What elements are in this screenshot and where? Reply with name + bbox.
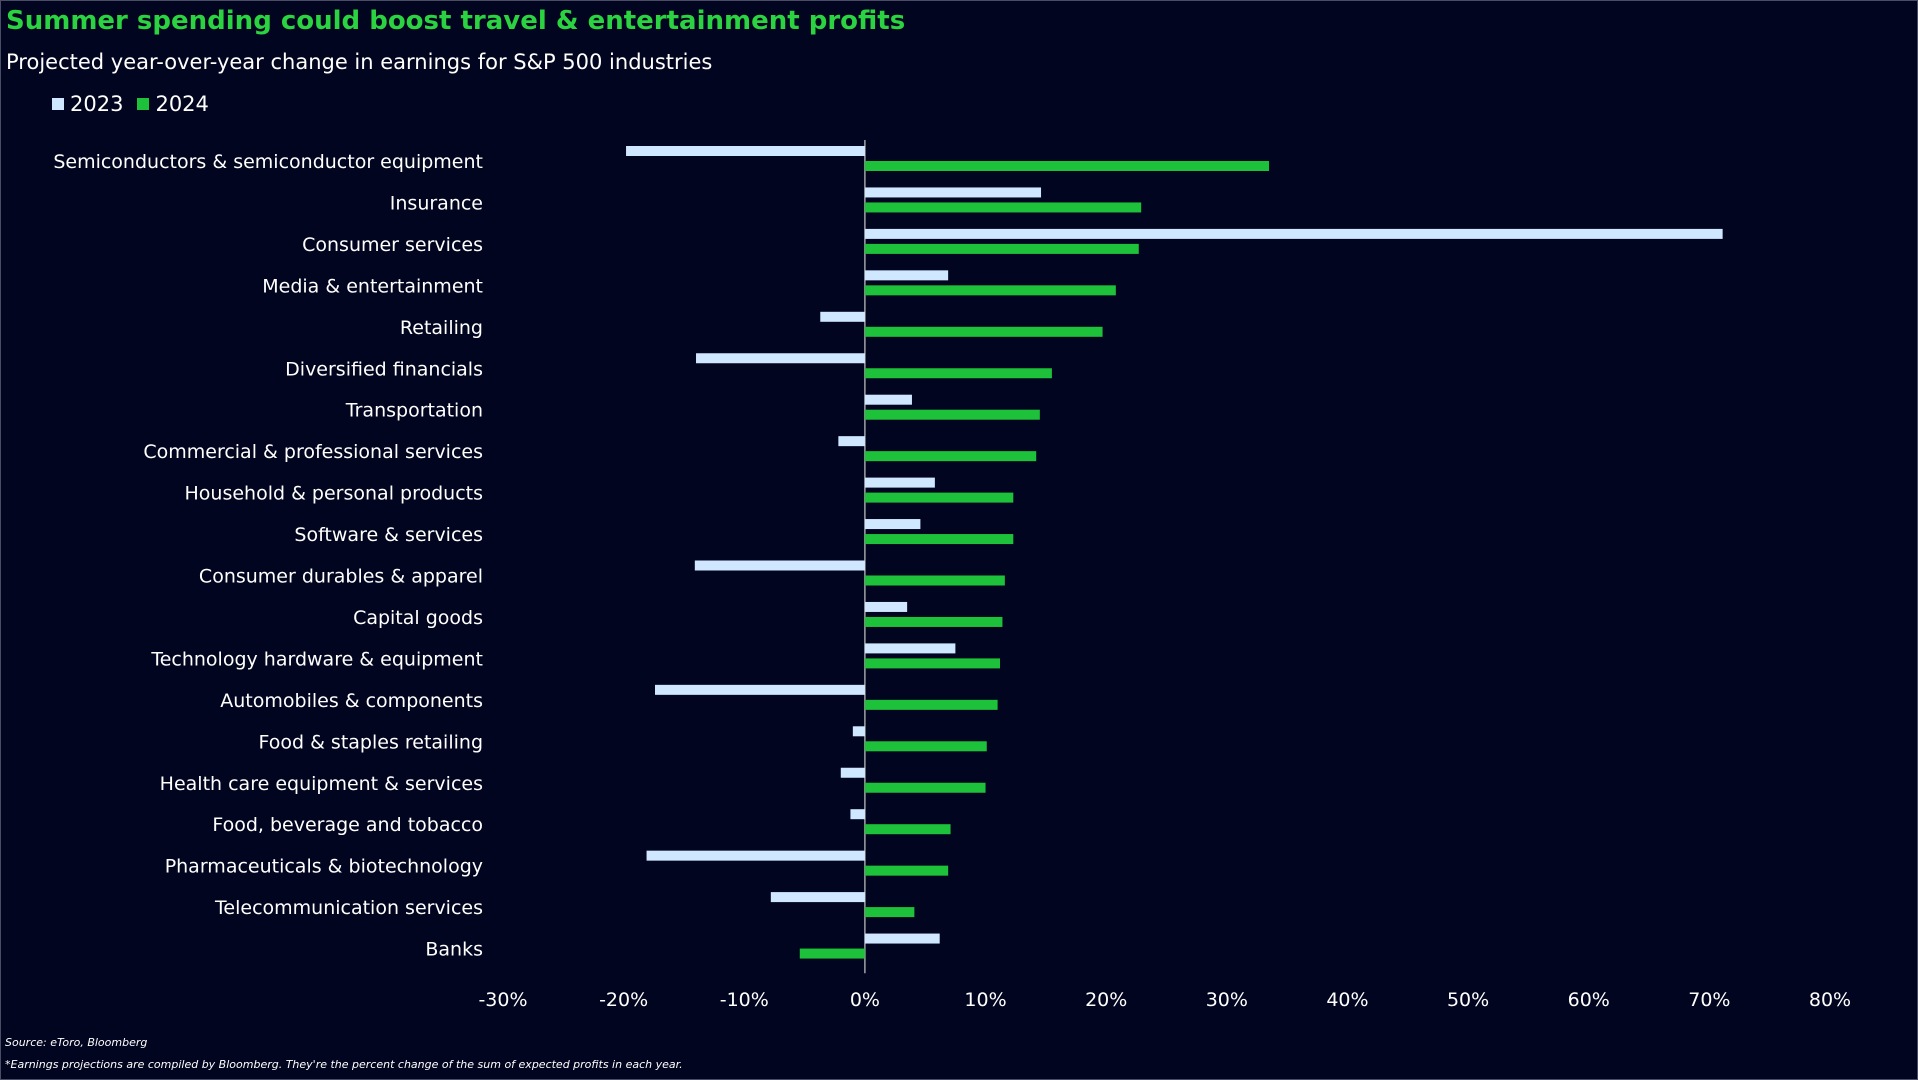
category-label: Insurance — [390, 192, 483, 214]
x-tick-label: -30% — [478, 989, 527, 1011]
bar-2024 — [864, 741, 987, 752]
bar-2023 — [864, 933, 940, 944]
bar-2023 — [646, 850, 865, 861]
category-label: Transportation — [345, 400, 483, 422]
legend-label-2023: 2023 — [70, 92, 124, 116]
bar-2024 — [864, 409, 1040, 420]
legend-swatch-2023 — [52, 98, 64, 110]
category-label: Pharmaceuticals & biotechnology — [165, 856, 483, 878]
bar-2023 — [626, 146, 865, 156]
bar-2023 — [655, 684, 865, 695]
category-label: Commercial & professional services — [143, 441, 483, 463]
bar-2023 — [864, 601, 908, 612]
bar-2024 — [799, 948, 865, 959]
bar-2023 — [850, 809, 865, 820]
bar-2023 — [864, 477, 935, 488]
category-label: Technology hardware & equipment — [150, 648, 483, 670]
category-label: Software & services — [294, 524, 483, 546]
category-label: Telecommunication services — [214, 897, 483, 919]
x-tick-label: 70% — [1688, 989, 1730, 1011]
bar-2023 — [864, 394, 912, 405]
x-tick-label: 0% — [850, 989, 880, 1011]
bar-2024 — [864, 368, 1052, 379]
chart-subtitle: Projected year-over-year change in earni… — [6, 50, 713, 74]
footnote: *Earnings projections are compiled by Bl… — [5, 1058, 683, 1071]
bar-2023 — [864, 643, 956, 654]
category-label: Consumer durables & apparel — [199, 566, 483, 588]
legend-label-2024: 2024 — [155, 92, 209, 116]
bar-2024 — [864, 451, 1037, 462]
category-label: Consumer services — [302, 234, 483, 256]
legend-swatch-2024 — [137, 98, 150, 110]
bar-2024 — [864, 534, 1014, 545]
x-tick-label: 10% — [964, 989, 1006, 1011]
x-tick-label: -20% — [599, 989, 648, 1011]
bar-2024 — [864, 575, 1005, 586]
x-tick-label: -10% — [720, 989, 769, 1011]
category-label: Media & entertainment — [262, 275, 483, 297]
bar-2024 — [864, 782, 986, 793]
bar-2024 — [864, 326, 1103, 337]
category-label: Retailing — [400, 317, 483, 339]
bar-2024 — [864, 492, 1014, 503]
legend-item-2024: 2024 — [137, 92, 209, 116]
category-label: Semiconductors & semiconductor equipment — [53, 151, 483, 173]
bar-2023 — [696, 353, 865, 364]
bar-2024 — [864, 616, 1003, 627]
bar-2024 — [864, 824, 951, 835]
category-label: Food & staples retailing — [258, 731, 483, 753]
category-label: Health care equipment & services — [160, 773, 483, 795]
bar-2023 — [820, 311, 865, 322]
category-label: Household & personal products — [184, 483, 483, 505]
bar-2023 — [770, 892, 865, 903]
category-label: Banks — [425, 939, 483, 961]
bar-2024 — [864, 243, 1139, 254]
bar-2024 — [864, 865, 949, 876]
x-tick-label: 20% — [1085, 989, 1127, 1011]
bar-2024 — [864, 658, 1001, 669]
bar-2023 — [864, 519, 921, 530]
x-tick-label: 60% — [1568, 989, 1610, 1011]
bar-2024 — [864, 285, 1116, 296]
bar-2023 — [838, 436, 865, 447]
chart-title: Summer spending could boost travel & ent… — [6, 6, 906, 36]
bar-2024 — [864, 699, 998, 710]
source-note: Source: eToro, Bloomberg — [5, 1036, 148, 1049]
category-label: Capital goods — [353, 607, 483, 629]
category-label: Diversified financials — [285, 358, 483, 380]
category-label: Automobiles & components — [220, 690, 483, 712]
chart-legend: 2023 2024 — [52, 92, 223, 116]
bar-2023 — [864, 187, 1042, 198]
bar-2024 — [864, 202, 1142, 213]
bar-2023 — [852, 726, 865, 737]
bar-2024 — [864, 161, 1270, 171]
bar-2023 — [840, 767, 865, 778]
x-tick-label: 50% — [1447, 989, 1489, 1011]
bar-2023 — [864, 270, 949, 281]
bar-2023 — [694, 560, 865, 571]
x-tick-label: 40% — [1326, 989, 1368, 1011]
x-tick-label: 80% — [1809, 989, 1851, 1011]
category-label: Food, beverage and tobacco — [212, 814, 483, 836]
x-tick-label: 30% — [1206, 989, 1248, 1011]
legend-item-2023: 2023 — [52, 92, 123, 116]
bar-2023 — [864, 228, 1723, 239]
bar-2024 — [864, 907, 915, 918]
